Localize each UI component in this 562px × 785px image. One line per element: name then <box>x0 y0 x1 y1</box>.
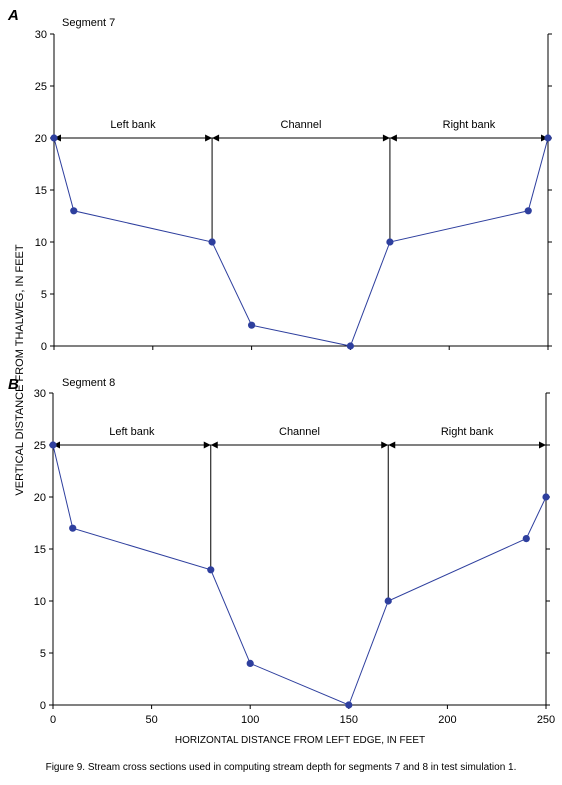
zone-arrowhead <box>203 441 211 449</box>
zone-label: Right bank <box>441 426 494 438</box>
data-point <box>345 701 353 709</box>
zone-label: Channel <box>279 426 320 438</box>
panel-letter: B <box>8 376 19 393</box>
x-tick-label: 150 <box>340 714 358 726</box>
panel-title: Segment 7 <box>62 17 115 29</box>
x-tick-label: 50 <box>145 714 157 726</box>
y-tick-label: 10 <box>35 237 47 249</box>
y-tick-label: 5 <box>40 648 46 660</box>
zone-arrowhead <box>381 441 389 449</box>
zone-arrowhead <box>205 134 213 142</box>
zone-label: Channel <box>281 119 322 131</box>
panel-letter: A <box>7 7 19 24</box>
x-tick-label: 0 <box>50 714 56 726</box>
y-tick-label: 30 <box>35 29 47 41</box>
y-tick-label: 10 <box>34 596 46 608</box>
zone-arrowhead <box>389 134 397 142</box>
y-tick-label: 25 <box>34 440 46 452</box>
series-line <box>52 444 547 706</box>
data-point <box>248 321 256 329</box>
data-point <box>386 238 394 246</box>
series-line <box>53 137 549 347</box>
data-point <box>524 207 532 215</box>
y-tick-label: 30 <box>34 388 46 400</box>
data-point <box>70 207 78 215</box>
data-point <box>544 134 552 142</box>
y-tick-label: 15 <box>35 185 47 197</box>
y-tick-label: 5 <box>41 289 47 301</box>
data-point <box>69 524 77 532</box>
x-tick-label: 200 <box>438 714 456 726</box>
zone-arrowhead <box>210 441 218 449</box>
zone-arrowhead <box>388 441 396 449</box>
y-axis-label: VERTICAL DISTANCE FROM THALWEG, IN FEET <box>14 244 26 495</box>
zone-arrowhead <box>382 134 390 142</box>
x-tick-label: 250 <box>537 714 555 726</box>
zone-label: Left bank <box>110 119 156 131</box>
chart-panel-a: A Segment 7 0 5 10 15 20 25 30 Left bank Channel Ri… <box>7 7 552 353</box>
data-point <box>50 134 58 142</box>
data-point <box>49 441 57 449</box>
chart-panel-b: B Segment 8 0 5 10 15 20 25 30 0 50 100 150 200 250 Lef… <box>8 376 555 726</box>
data-point <box>542 493 550 501</box>
zone-arrowhead <box>212 134 220 142</box>
x-tick-label: 100 <box>241 714 259 726</box>
y-tick-label: 0 <box>40 700 46 712</box>
data-point <box>346 342 354 350</box>
data-point <box>522 535 530 543</box>
panel-title: Segment 8 <box>62 377 115 389</box>
data-point <box>246 659 254 668</box>
data-point <box>384 597 392 605</box>
zone-label: Left bank <box>109 426 155 438</box>
y-tick-label: 15 <box>34 544 46 556</box>
y-tick-label: 0 <box>41 341 47 353</box>
zone-label: Right bank <box>443 119 496 131</box>
data-point <box>208 238 216 246</box>
y-tick-label: 20 <box>34 492 46 504</box>
zone-arrowhead <box>539 441 546 449</box>
data-point <box>207 566 215 574</box>
figure-caption: Figure 9. Stream cross sections used in … <box>45 762 517 773</box>
y-tick-label: 20 <box>35 133 47 145</box>
y-tick-label: 25 <box>35 81 47 93</box>
x-axis-label: HORIZONTAL DISTANCE FROM LEFT EDGE, IN F… <box>175 735 425 746</box>
